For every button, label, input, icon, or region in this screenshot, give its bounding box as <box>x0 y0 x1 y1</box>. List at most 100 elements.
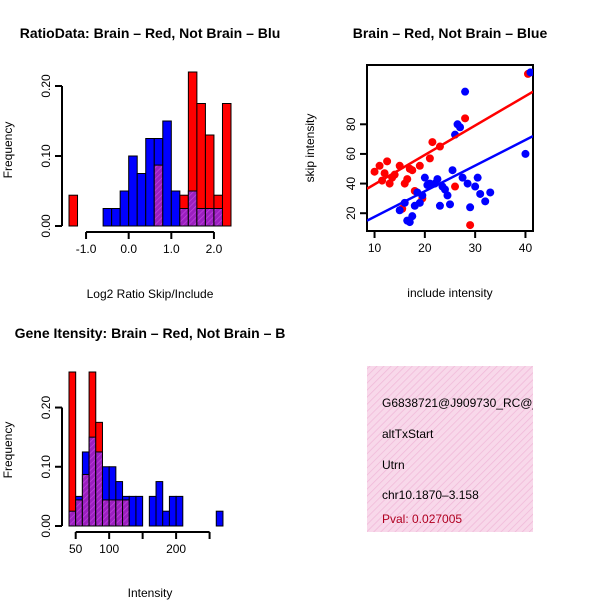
x-tick-label: 2.0 <box>206 242 223 256</box>
scatter-point-red <box>428 138 437 147</box>
hist-bar-blue <box>128 155 138 227</box>
scatter-point-red <box>466 221 475 230</box>
info-probe-id: G6838721@J909730_RC@j_at <box>382 396 552 410</box>
scatter-point-blue <box>435 201 444 210</box>
hist-bar-red <box>221 103 232 227</box>
scatter-point-blue <box>433 175 442 184</box>
x-tick-label: 0.0 <box>120 242 137 256</box>
fit-line-red <box>367 90 533 190</box>
info-panel: G6838721@J909730_RC@j_at altTxStart Utrn… <box>367 366 552 532</box>
hist-bar-red <box>196 103 206 227</box>
scatter-title: Brain – Red, Not Brain – Blue <box>353 25 548 41</box>
info-gene: Utrn <box>382 458 405 472</box>
scatter-point-red <box>375 161 384 170</box>
ratio-hist-xlabel: Log2 Ratio Skip/Include <box>87 287 214 301</box>
scatter-point-red <box>461 114 470 123</box>
x-tick-label: 10 <box>368 241 382 255</box>
hist-bar-overlap <box>81 473 90 527</box>
hist-bar-overlap <box>122 499 130 527</box>
x-tick-label: -1.0 <box>76 242 97 256</box>
intensity-hist-ylabel: Frequency <box>1 422 15 479</box>
hist-bar-overlap <box>115 499 124 527</box>
scatter-point-blue <box>458 173 467 182</box>
hist-bar-blue <box>162 120 172 227</box>
y-tick-label: 0.00 <box>39 214 53 238</box>
scatter-point-blue <box>471 182 480 191</box>
y-tick-label: 0.10 <box>39 455 53 479</box>
ratio-hist-bars <box>68 71 232 227</box>
ratio-hist-axes: -1.0 0.0 1.0 2.0 0.00 0.10 0.20 <box>39 74 223 256</box>
x-tick-label: 1.0 <box>163 242 180 256</box>
scatter-xlabel: include intensity <box>407 286 492 300</box>
hist-bar-blue <box>170 190 181 227</box>
fit-line-blue <box>367 135 533 222</box>
scatter-point-blue <box>448 166 457 175</box>
scatter-point-blue <box>446 200 454 209</box>
scatter-point-blue <box>481 197 490 206</box>
scatter-axes: 10 20 30 40 20 40 60 80 <box>344 117 532 255</box>
hist-bar-blue <box>168 495 177 527</box>
hist-bar-overlap <box>68 510 77 527</box>
hist-bar-blue <box>128 495 137 527</box>
y-tick-label: 0.10 <box>39 144 53 168</box>
scatter-point-blue <box>461 87 470 96</box>
y-tick-label: 0.00 <box>39 514 53 538</box>
intensity-hist-title: Gene Itensity: Brain – Red, Not Brain – … <box>15 325 286 341</box>
ratio-hist-title: RatioData: Brain – Red, Not Brain – Blu <box>20 25 281 41</box>
x-tick-label: 200 <box>166 542 186 556</box>
ratio-hist-ylabel: Frequency <box>1 122 15 179</box>
hist-bar-overlap <box>108 499 117 527</box>
scatter-point-red <box>383 157 392 166</box>
hist-bar-blue <box>155 481 164 527</box>
hist-bar-overlap <box>95 451 103 527</box>
hist-bar-overlap <box>153 164 164 227</box>
hist-bar-overlap <box>196 208 206 227</box>
hist-bar-overlap <box>187 190 198 227</box>
hist-bar-overlap <box>101 499 110 527</box>
scatter-point-red <box>370 167 379 176</box>
scatter-point-blue <box>463 179 472 188</box>
scatter-frame <box>366 64 534 232</box>
scatter-point-blue <box>526 68 533 77</box>
hist-bar-blue <box>111 208 121 227</box>
scatter-point-red <box>380 169 389 178</box>
intensity-hist-bars <box>68 371 224 527</box>
hist-bar-overlap <box>179 208 189 227</box>
y-tick-label: 0.20 <box>39 396 53 420</box>
hist-bar-blue <box>162 510 170 527</box>
hist-bar-red <box>68 194 79 227</box>
hist-bar-blue <box>135 495 144 527</box>
info-pval: Pval: 0.027005 <box>382 512 462 526</box>
hist-bar-blue <box>215 510 224 527</box>
hist-bar-overlap <box>88 436 97 527</box>
scatter-point-blue <box>443 191 452 200</box>
scatter-point-blue <box>408 212 417 221</box>
info-panel-background <box>367 366 533 532</box>
y-tick-label: 60 <box>344 147 358 161</box>
hist-bar-blue <box>102 208 113 227</box>
hist-bar-blue <box>119 190 130 227</box>
scatter-point-red <box>408 166 417 175</box>
x-tick-label: 30 <box>468 241 482 255</box>
scatter-point-blue <box>456 123 465 132</box>
hist-bar-blue <box>175 495 184 527</box>
y-tick-label: 0.20 <box>39 74 53 98</box>
scatter-plot: Brain – Red, Not Brain – Blue include in… <box>303 25 547 300</box>
scatter-marks <box>367 68 533 230</box>
scatter-point-blue <box>473 173 482 182</box>
scatter-point-red <box>415 161 424 170</box>
hist-bar-overlap <box>204 208 215 227</box>
intensity-histogram: Gene Itensity: Brain – Red, Not Brain – … <box>1 325 285 600</box>
x-tick-label: 20 <box>418 241 432 255</box>
y-tick-label: 40 <box>344 177 358 191</box>
hist-bar-blue <box>148 495 157 527</box>
intensity-hist-axes: 50 100 200 0.00 0.10 0.20 <box>39 396 211 556</box>
scatter-point-red <box>403 175 412 184</box>
x-tick-label: 100 <box>99 542 119 556</box>
scatter-ylabel: skip intensity <box>303 114 317 183</box>
hist-bar-red <box>68 371 77 527</box>
scatter-point-blue <box>466 203 475 212</box>
y-tick-label: 20 <box>344 206 358 220</box>
x-tick-label: 40 <box>519 241 533 255</box>
info-location: chr10.1870–3.158 <box>382 488 479 502</box>
